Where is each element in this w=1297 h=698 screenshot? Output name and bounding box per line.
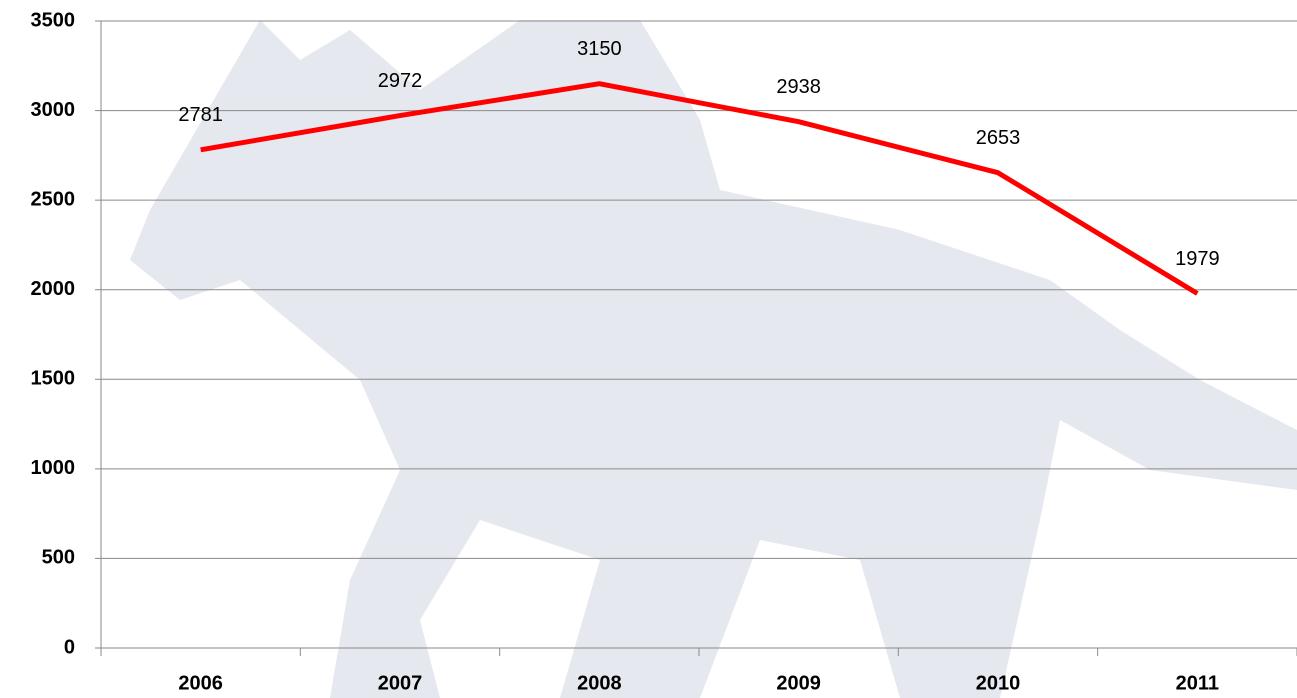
data-label: 1979	[1175, 248, 1220, 270]
y-tick-label: 3000	[31, 99, 76, 121]
x-tick-label: 2009	[776, 672, 821, 694]
chart: 0 500 1000 1500 2000 2500 3000 3500 2006 2007 2008…	[0, 0, 1297, 698]
y-tick-label: 2500	[31, 188, 76, 210]
y-tick-label: 1500	[31, 368, 76, 390]
y-tick-label: 0	[64, 636, 75, 658]
page: 0 500 1000 1500 2000 2500 3000 3500 2006 2007 2008…	[0, 0, 1297, 698]
x-tick-label: 2008	[577, 672, 622, 694]
data-label: 2653	[976, 127, 1021, 149]
x-tick-label: 2011	[1176, 672, 1219, 694]
y-tick-label: 500	[42, 547, 75, 569]
data-label: 2781	[178, 104, 223, 126]
x-tick-label: 2006	[178, 672, 223, 694]
background-watermark	[130, 20, 1297, 698]
y-tick-label: 1000	[31, 457, 76, 479]
horse-silhouette	[130, 20, 1297, 698]
y-tick-label: 3500	[31, 9, 76, 31]
y-tick-label: 2000	[31, 278, 76, 300]
data-label: 2972	[378, 70, 423, 92]
x-tick-label: 2010	[976, 672, 1021, 694]
data-label: 2938	[776, 76, 821, 98]
x-tick-label: 2007	[378, 672, 423, 694]
data-label: 3150	[577, 38, 622, 60]
